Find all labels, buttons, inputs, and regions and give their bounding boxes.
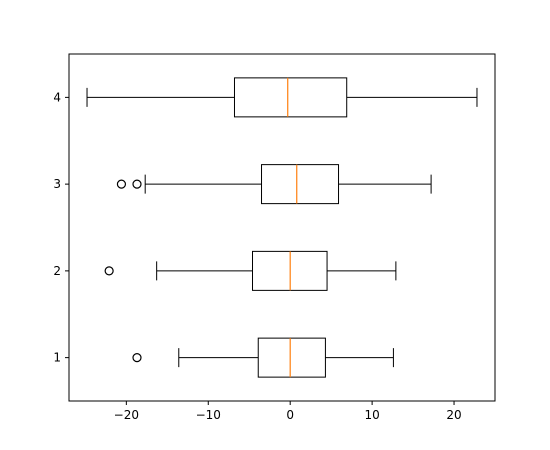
x-tick-label: 20 — [446, 408, 461, 422]
box-series — [86, 77, 478, 378]
box — [257, 337, 326, 378]
box — [261, 164, 340, 205]
plot-area — [68, 53, 496, 402]
x-axis: −20 −10 0 10 20 — [114, 401, 462, 422]
x-tick-label: 0 — [286, 408, 294, 422]
box-group-2 — [104, 250, 397, 291]
y-tick-label: 4 — [53, 90, 61, 104]
y-tick-label: 2 — [53, 264, 61, 278]
outlier-point — [116, 179, 127, 189]
x-tick-label: −10 — [196, 408, 221, 422]
x-tick-label: −20 — [114, 408, 139, 422]
y-axis: 1 2 3 4 — [53, 90, 69, 365]
box-group-1 — [132, 337, 394, 378]
box-group-4 — [86, 77, 478, 118]
box-group-3 — [116, 164, 432, 205]
box — [233, 77, 348, 118]
outlier-point — [132, 179, 142, 189]
y-tick-label: 1 — [53, 351, 61, 365]
outlier-point — [132, 353, 142, 363]
y-tick-label: 3 — [53, 177, 61, 191]
x-tick-label: 10 — [364, 408, 379, 422]
outlier-point — [104, 266, 114, 276]
